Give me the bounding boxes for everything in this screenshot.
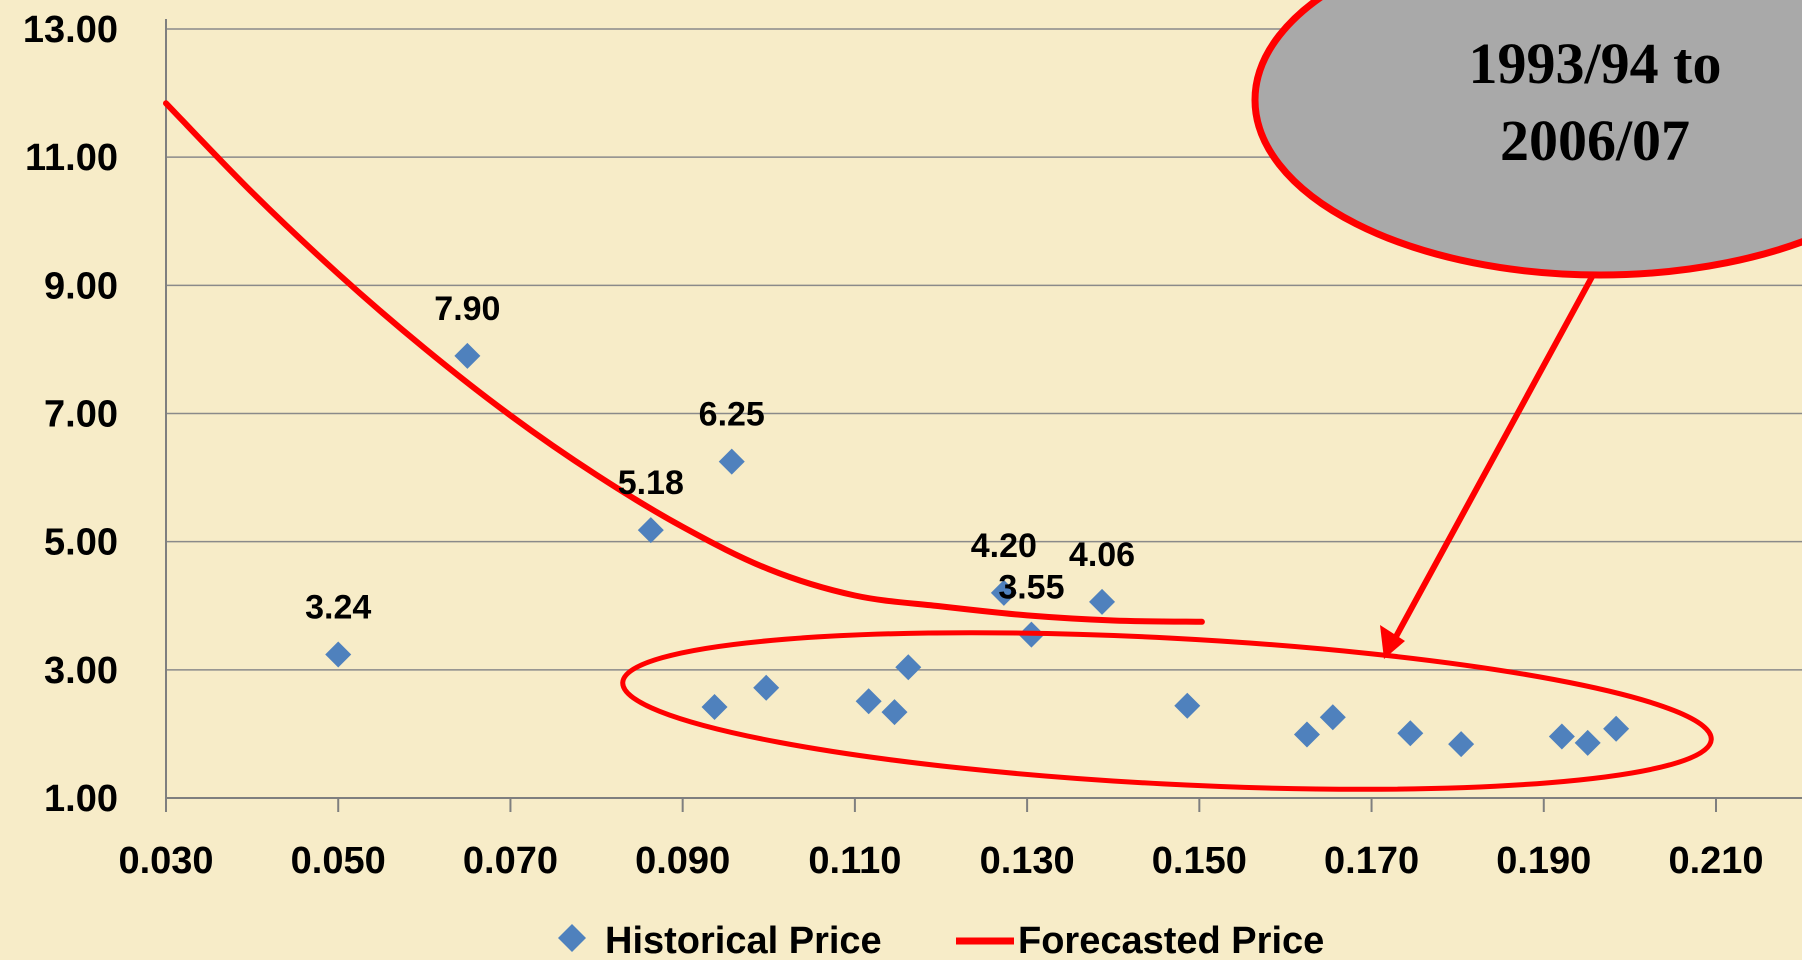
x-tick-label: 0.190 xyxy=(1496,840,1591,882)
historical-point xyxy=(881,699,908,726)
historical-point xyxy=(1089,588,1116,615)
callout-ellipse xyxy=(1251,0,1802,279)
historical-point xyxy=(701,694,728,721)
axes xyxy=(165,19,1802,812)
y-tick-label: 13.00 xyxy=(23,9,118,51)
data-label: 4.06 xyxy=(1069,536,1135,574)
x-tick-label: 0.130 xyxy=(980,840,1075,882)
x-tick-label: 0.150 xyxy=(1152,840,1247,882)
tick-labels: 1.00 3.00 5.00 7.00 9.00 11.00 13.00 0.030 0.050… xyxy=(23,9,1764,882)
historical-point xyxy=(990,579,1017,606)
historical-point xyxy=(637,517,664,544)
historical-point xyxy=(895,654,922,681)
historical-points xyxy=(325,342,1630,758)
callout-line-2: 2006/07 xyxy=(1500,108,1690,173)
arrow-head xyxy=(1380,625,1405,659)
gridlines xyxy=(166,28,1802,799)
callout-line-1: 1993/94 to xyxy=(1469,31,1722,96)
legend-forecasted-label: Forecasted Price xyxy=(1018,920,1324,960)
historical-point xyxy=(718,448,745,475)
data-label: 4.20 xyxy=(971,527,1037,565)
data-label: 6.25 xyxy=(699,396,765,434)
callout: 1993/94 to 2006/07 xyxy=(1251,0,1802,279)
callout-arrow xyxy=(1380,273,1596,659)
y-tick-label: 11.00 xyxy=(25,137,118,179)
historical-point xyxy=(1448,731,1475,758)
historical-point xyxy=(1548,723,1575,750)
highlight-ellipse xyxy=(620,630,1714,792)
forecast-curve xyxy=(163,100,1205,625)
historical-point xyxy=(1603,715,1630,742)
y-tick-label: 5.00 xyxy=(44,522,118,564)
historical-point xyxy=(1319,704,1346,731)
data-label: 7.90 xyxy=(434,290,500,328)
historical-point xyxy=(1174,692,1201,719)
x-tick-label: 0.110 xyxy=(808,840,901,882)
historical-point xyxy=(1293,721,1320,748)
x-tick-label: 0.210 xyxy=(1668,840,1763,882)
x-tick-label: 0.050 xyxy=(291,840,386,882)
legend-historical-label: Historical Price xyxy=(605,920,882,960)
legend-diamond-icon xyxy=(558,924,586,952)
x-tick-label: 0.090 xyxy=(635,840,730,882)
historical-point xyxy=(1397,720,1424,747)
data-label: 3.55 xyxy=(998,569,1064,607)
x-tick-label: 0.170 xyxy=(1324,840,1419,882)
y-tick-label: 3.00 xyxy=(44,650,118,692)
legend: Historical Price Forecasted Price xyxy=(558,920,1324,960)
data-label: 3.24 xyxy=(305,588,371,626)
x-tick-label: 0.030 xyxy=(118,840,213,882)
y-tick-label: 9.00 xyxy=(44,265,118,307)
data-label: 5.18 xyxy=(618,464,684,502)
historical-point xyxy=(753,674,780,701)
historical-point xyxy=(325,641,352,668)
y-tick-label: 1.00 xyxy=(44,778,118,820)
historical-point xyxy=(855,688,882,715)
historical-point xyxy=(454,342,481,369)
x-tick-label: 0.070 xyxy=(463,840,558,882)
y-tick-label: 7.00 xyxy=(44,394,118,436)
data-labels: 3.24 7.90 5.18 6.25 4.20 3.554.06 xyxy=(305,290,1135,627)
historical-point xyxy=(1574,729,1601,756)
forecast-line xyxy=(163,100,1205,625)
